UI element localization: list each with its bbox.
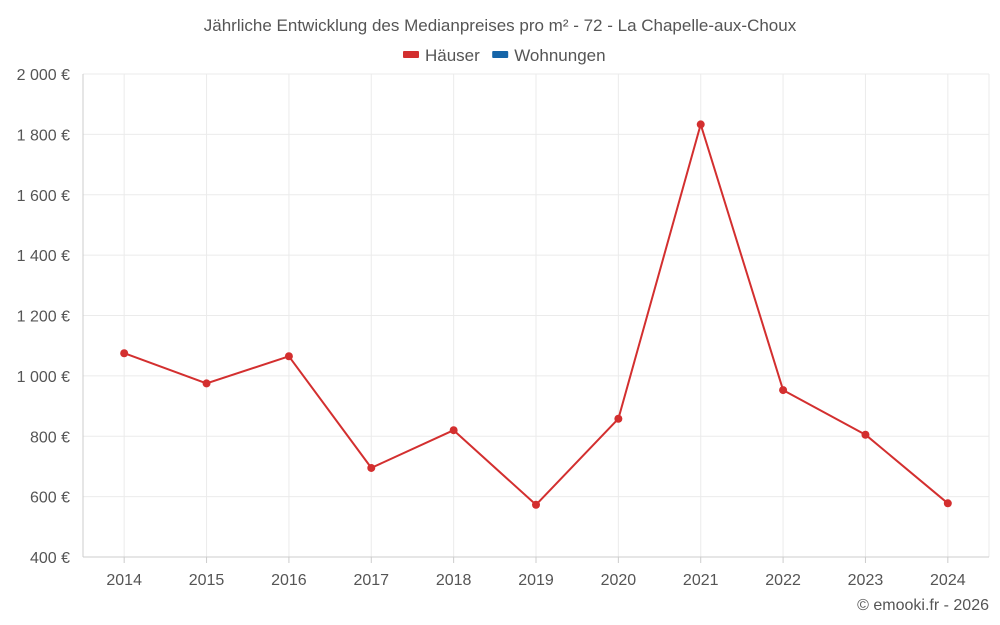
x-tick-label: 2019 — [518, 572, 554, 589]
data-point[interactable] — [861, 430, 870, 439]
x-tick-label: 2023 — [848, 572, 884, 589]
y-tick-label: 600 € — [30, 490, 70, 507]
data-point[interactable] — [696, 120, 705, 129]
chart-title: Jährliche Entwicklung des Medianpreises … — [204, 16, 797, 35]
data-point[interactable] — [779, 386, 788, 395]
y-tick-label: 800 € — [30, 429, 70, 446]
y-tick-label: 1 400 € — [17, 248, 70, 265]
x-tick-label: 2022 — [765, 572, 801, 589]
grid — [83, 73, 990, 557]
x-tick-label: 2018 — [436, 572, 472, 589]
data-point[interactable] — [614, 414, 623, 423]
legend-swatch-0 — [403, 51, 419, 58]
x-tick-label: 2024 — [930, 572, 966, 589]
data-point[interactable] — [367, 463, 376, 472]
x-tick-label: 2021 — [683, 572, 719, 589]
x-tick-label: 2020 — [601, 572, 637, 589]
x-axis: 2014 2015 2016 2017 2018 2019 2020 2021 2022 2023… — [83, 556, 989, 589]
x-tick-label: 2016 — [271, 572, 307, 589]
legend-label-1[interactable]: Wohnungen — [514, 46, 605, 65]
legend: Häuser Wohnungen — [403, 46, 606, 65]
y-tick-label: 400 € — [30, 550, 70, 567]
y-tick-label: 1 600 € — [17, 188, 70, 205]
y-tick-label: 1 000 € — [17, 369, 70, 386]
legend-label-0[interactable]: Häuser — [425, 46, 480, 65]
data-point[interactable] — [120, 349, 129, 358]
data-point[interactable] — [284, 352, 293, 361]
series-layer — [120, 120, 952, 509]
x-tick-label: 2015 — [189, 572, 225, 589]
y-tick-label: 2 000 € — [17, 67, 70, 84]
data-point[interactable] — [532, 500, 540, 509]
x-tick-label: 2017 — [353, 572, 389, 589]
x-tick-label: 2014 — [106, 572, 142, 589]
y-tick-label: 1 800 € — [17, 127, 70, 144]
y-tick-label: 1 200 € — [17, 309, 70, 326]
data-point[interactable] — [202, 379, 211, 388]
data-point[interactable] — [449, 426, 458, 435]
legend-swatch-1 — [492, 51, 509, 58]
data-point[interactable] — [943, 499, 952, 508]
y-axis: 400 € 600 € 800 € 1 000 € 1 200 € 1 400 € 1 60… — [17, 67, 84, 567]
credit-text: © emooki.fr - 2026 — [857, 597, 989, 614]
